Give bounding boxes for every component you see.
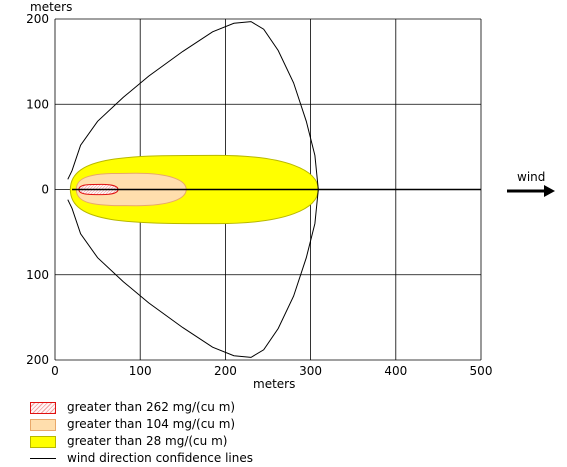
- plume-chart: 0 100 200 300 400 500 200 100 0 100 200 meters met…: [26, 0, 492, 391]
- x-tick-label-500: 500: [470, 364, 493, 378]
- y-axis-label: meters: [30, 0, 72, 14]
- wind-indicator: wind: [507, 170, 559, 200]
- legend-label-262: greater than 262 mg/(cu m): [67, 400, 236, 414]
- x-tick-label-300: 300: [299, 364, 322, 378]
- x-tick-label-100: 100: [129, 364, 152, 378]
- legend: greater than 262 mg/(cu m) greater than …: [30, 399, 253, 467]
- y-tick-label-2: 0: [41, 183, 49, 197]
- legend-swatch-confidence: [30, 458, 56, 459]
- legend-item-confidence: wind direction confidence lines: [30, 450, 253, 467]
- legend-item-104: greater than 104 mg/(cu m): [30, 416, 253, 433]
- x-axis-label: meters: [253, 377, 295, 391]
- legend-item-28: greater than 28 mg/(cu m): [30, 433, 253, 450]
- x-tick-label-400: 400: [384, 364, 407, 378]
- y-tick-label-1: 100: [26, 97, 49, 111]
- y-tick-label-4: 200: [26, 353, 49, 367]
- confidence-line-0: [67, 21, 319, 358]
- confidence-lines: [67, 21, 481, 358]
- legend-label-confidence: wind direction confidence lines: [67, 451, 253, 465]
- legend-label-28: greater than 28 mg/(cu m): [67, 434, 228, 448]
- legend-swatch-104: [30, 418, 56, 431]
- legend-swatch-262: [30, 401, 56, 414]
- tick-labels: 0 100 200 300 400 500 200 100 0 100 200: [26, 12, 492, 378]
- legend-item-262: greater than 262 mg/(cu m): [30, 399, 253, 416]
- y-tick-label-3: 100: [26, 268, 49, 282]
- x-tick-label-0: 0: [51, 364, 59, 378]
- arrow-right-icon: [507, 185, 555, 197]
- y-tick-label-0: 200: [26, 12, 49, 26]
- wind-label: wind: [517, 170, 546, 184]
- legend-swatch-28: [30, 435, 56, 448]
- legend-label-104: greater than 104 mg/(cu m): [67, 417, 236, 431]
- x-tick-label-200: 200: [214, 364, 237, 378]
